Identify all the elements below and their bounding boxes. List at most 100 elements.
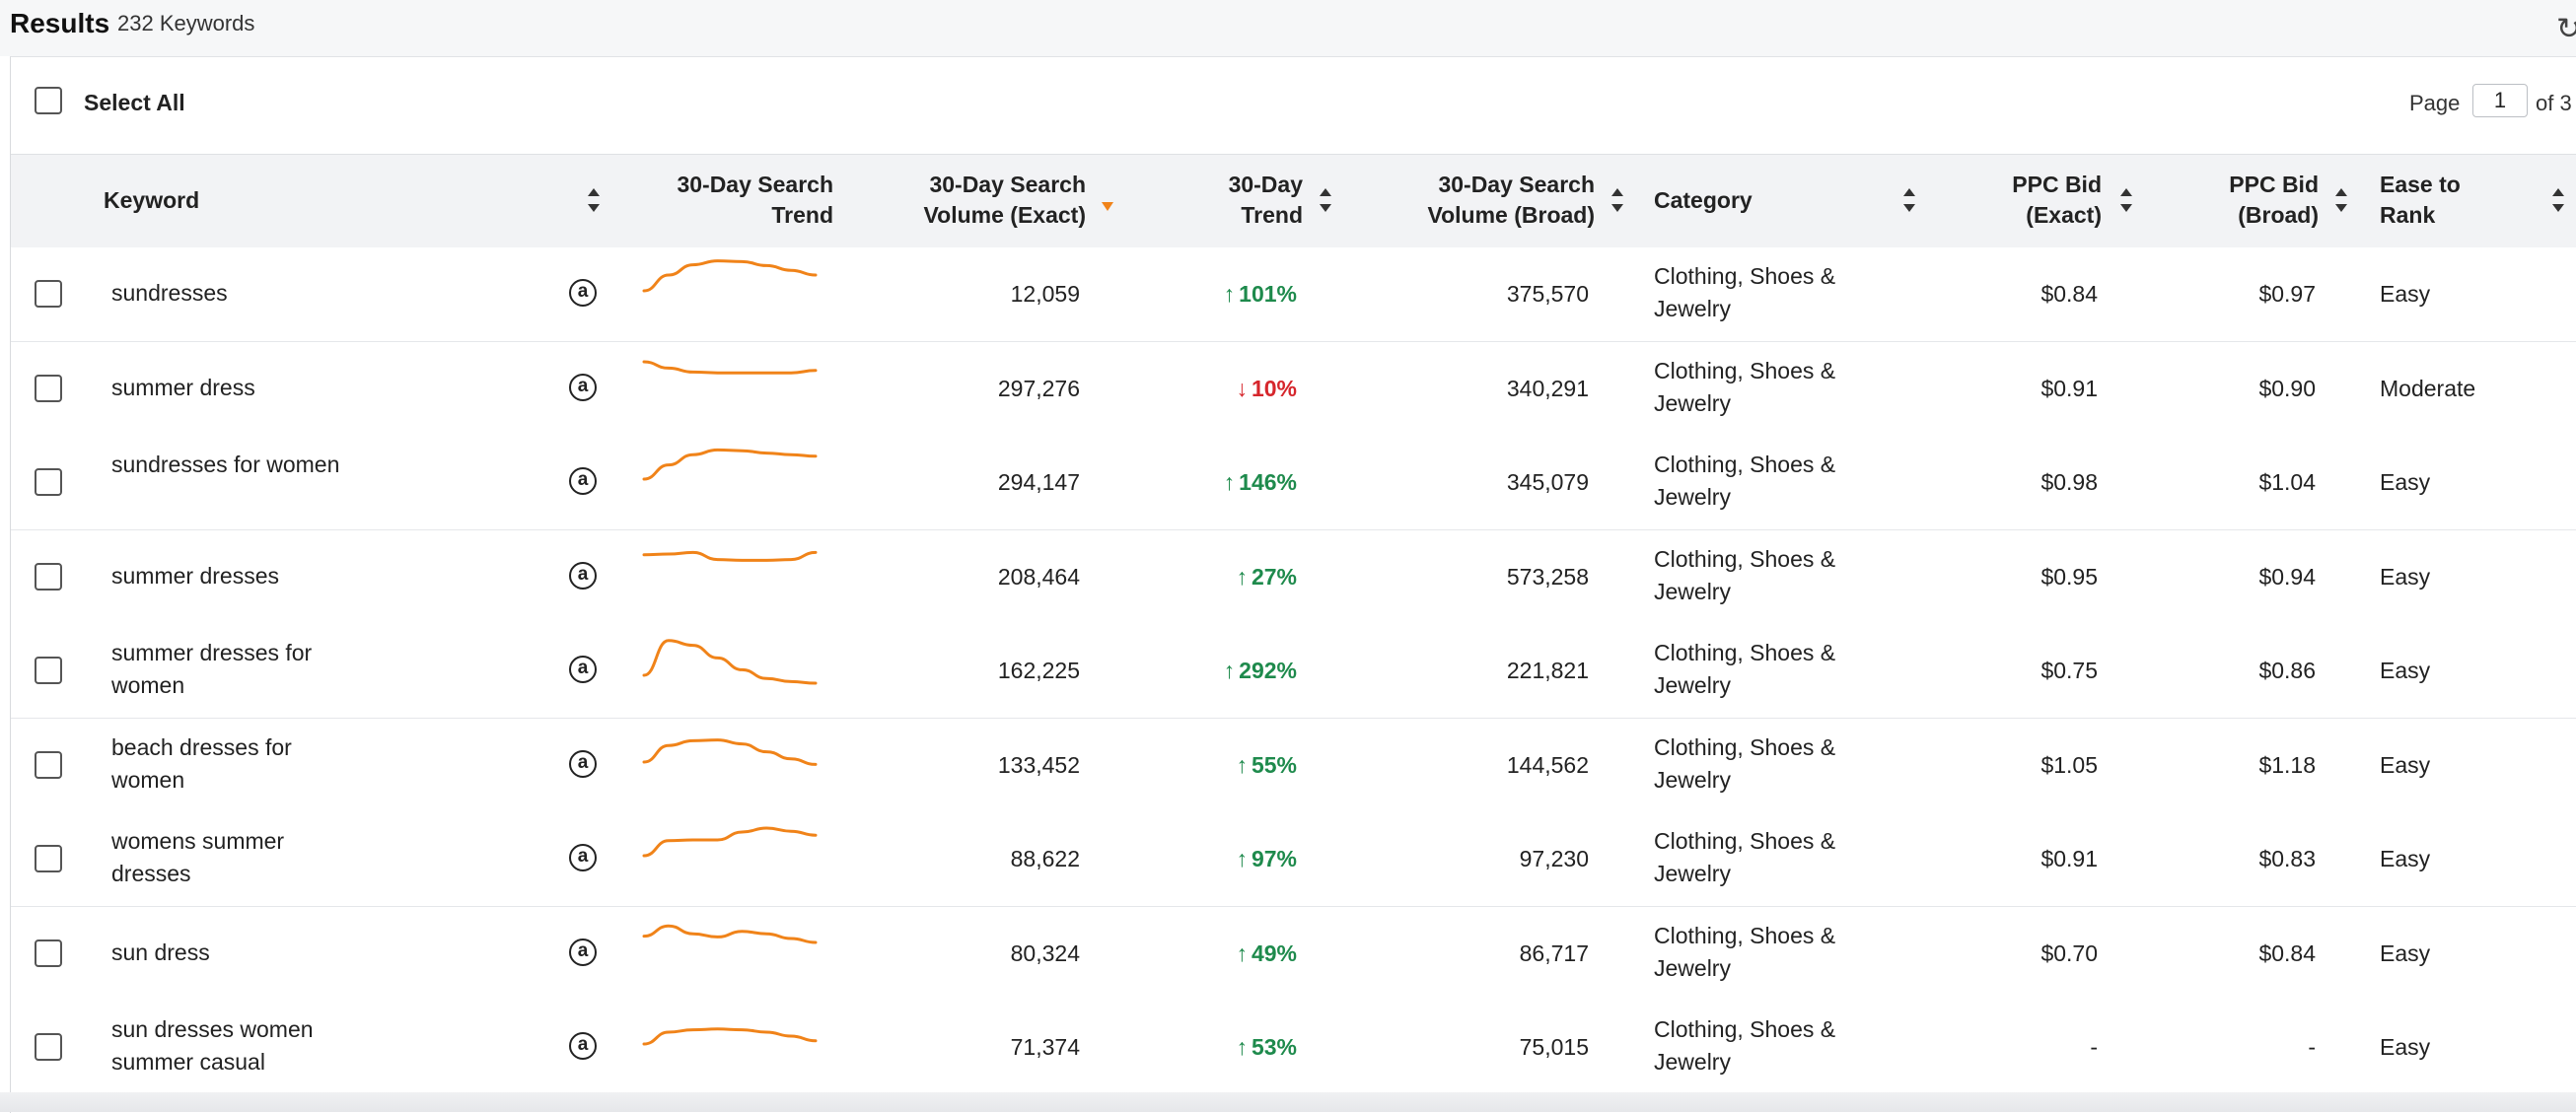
table-row[interactable]: sun dress a 80,324 ↑ 49% 86,717 Clothing,… — [11, 906, 2576, 1002]
keyword-cell: sun dress — [111, 939, 210, 965]
sort-volume-broad-icon[interactable] — [1610, 188, 1624, 214]
volume-exact-cell: 294,147 — [997, 469, 1080, 495]
amazon-icon[interactable]: a — [569, 373, 597, 401]
category-cell: Clothing, Shoes & Jewelry — [1654, 452, 1836, 510]
ppc-broad-cell: $0.97 — [2258, 281, 2316, 307]
column-header-ppc-exact[interactable]: PPC Bid (Exact) — [2012, 172, 2102, 228]
sort-trend-icon[interactable] — [1319, 188, 1332, 214]
search-trend-sparkline — [642, 360, 818, 375]
sort-ppc-broad-icon[interactable] — [2334, 188, 2348, 214]
table-row[interactable]: summer dresses for women a 162,225 ↑ 292%… — [11, 624, 2576, 719]
table-row[interactable]: summer dress a 297,276 ↓ 10% 340,291 Clot… — [11, 341, 2576, 437]
row-checkbox[interactable] — [35, 562, 62, 591]
row-checkbox[interactable] — [35, 1033, 62, 1061]
column-header-trend[interactable]: 30-Day Trend — [1228, 172, 1303, 228]
ppc-exact-cell: $0.70 — [2040, 939, 2098, 966]
ease-cell: Easy — [2380, 1034, 2431, 1060]
amazon-icon[interactable]: a — [569, 749, 597, 778]
arrow-up-icon: ↑ — [1236, 1034, 1248, 1060]
sort-desc-active-icon[interactable] — [1102, 202, 1113, 211]
table-row[interactable]: sundresses a 12,059 ↑ 101% 375,570 Clothi… — [11, 247, 2576, 342]
volume-broad-cell: 573,258 — [1506, 563, 1589, 590]
table-row[interactable]: summer dresses a 208,464 ↑ 27% 573,258 Cl… — [11, 529, 2576, 625]
amazon-icon[interactable]: a — [569, 279, 597, 307]
keyword-cell: sundresses — [111, 280, 228, 306]
row-checkbox[interactable] — [35, 657, 62, 684]
ease-cell: Easy — [2380, 846, 2431, 871]
row-checkbox[interactable] — [35, 939, 62, 967]
select-all-checkbox[interactable] — [35, 87, 62, 114]
category-cell: Clothing, Shoes & Jewelry — [1654, 545, 1836, 604]
column-header-ease[interactable]: Ease to Rank — [2380, 172, 2461, 228]
search-trend-sparkline — [642, 448, 818, 481]
row-checkbox[interactable] — [35, 750, 62, 779]
amazon-icon[interactable]: a — [569, 938, 597, 966]
keyword-cell: sundresses for women — [111, 452, 340, 477]
arrow-up-icon: ↑ — [1236, 751, 1248, 778]
search-trend-sparkline — [642, 639, 818, 685]
sort-keyword-icon[interactable] — [587, 188, 601, 214]
table-row[interactable]: womens summer dresses a 88,622 ↑ 97% 97,2… — [11, 812, 2576, 907]
column-header-volume-exact[interactable]: 30-Day Search Volume (Exact) — [923, 172, 1086, 228]
amazon-icon[interactable]: a — [569, 467, 597, 495]
sort-category-icon[interactable] — [1902, 188, 1916, 214]
row-checkbox[interactable] — [35, 280, 62, 308]
category-cell: Clothing, Shoes & Jewelry — [1654, 733, 1836, 793]
table-row[interactable]: sun dresses women summer casual a 71,374… — [11, 1001, 2576, 1095]
sort-ppc-exact-icon[interactable] — [2119, 188, 2133, 214]
amazon-icon[interactable]: a — [569, 1032, 597, 1060]
table-toolbar: Select All Page of 3 — [11, 57, 2576, 154]
category-cell: Clothing, Shoes & Jewelry — [1654, 357, 1836, 416]
trend-value: 53% — [1251, 1034, 1297, 1060]
volume-exact-cell: 297,276 — [997, 375, 1080, 401]
ppc-broad-cell: $0.86 — [2258, 658, 2316, 683]
row-checkbox[interactable] — [35, 374, 62, 402]
arrow-up-icon: ↑ — [1236, 846, 1248, 871]
volume-broad-cell: 86,717 — [1519, 939, 1589, 966]
amazon-icon[interactable]: a — [569, 656, 597, 683]
search-trend-sparkline — [642, 737, 818, 766]
ease-cell: Easy — [2380, 281, 2431, 307]
table-header: Keyword 30-Day Search Trend 30-Day Searc… — [11, 154, 2576, 248]
volume-broad-cell: 221,821 — [1506, 658, 1589, 683]
volume-exact-cell: 88,622 — [1010, 846, 1080, 871]
trend-cell: ↓ 10% — [1145, 373, 1297, 405]
ppc-exact-cell: $0.91 — [2040, 846, 2098, 871]
ppc-exact-cell: $0.98 — [2040, 469, 2098, 495]
refresh-icon[interactable]: ↻ — [2556, 13, 2576, 45]
volume-broad-cell: 75,015 — [1519, 1034, 1589, 1060]
column-header-keyword[interactable]: Keyword — [104, 187, 200, 213]
trend-value: 10% — [1251, 375, 1297, 401]
sort-ease-icon[interactable] — [2551, 188, 2565, 214]
column-header-ppc-broad[interactable]: PPC Bid (Broad) — [2229, 172, 2319, 228]
ease-cell: Easy — [2380, 658, 2431, 683]
volume-exact-cell: 80,324 — [1010, 939, 1080, 966]
volume-exact-cell: 208,464 — [997, 563, 1080, 590]
column-header-category[interactable]: Category — [1654, 187, 1753, 213]
search-trend-sparkline — [642, 259, 818, 293]
trend-value: 292% — [1239, 658, 1297, 683]
results-title: Results — [10, 8, 110, 38]
ppc-exact-cell: $1.05 — [2040, 751, 2098, 778]
horizontal-scrollbar[interactable] — [0, 1092, 2576, 1112]
volume-broad-cell: 340,291 — [1506, 375, 1589, 401]
volume-broad-cell: 97,230 — [1519, 846, 1589, 871]
row-checkbox[interactable] — [35, 468, 62, 496]
trend-value: 97% — [1251, 846, 1297, 871]
ease-cell: Easy — [2380, 751, 2431, 778]
table-row[interactable]: beach dresses for women a 133,452 ↑ 55% 1… — [11, 718, 2576, 813]
arrow-up-icon: ↑ — [1223, 658, 1236, 683]
ppc-broad-cell: $0.94 — [2258, 563, 2316, 590]
ppc-broad-cell: $1.04 — [2258, 469, 2316, 495]
table-row[interactable]: sundresses for women a 294,147 ↑ 146% 345… — [11, 436, 2576, 530]
volume-broad-cell: 345,079 — [1506, 469, 1589, 495]
row-checkbox[interactable] — [35, 845, 62, 872]
select-all-label[interactable]: Select All — [84, 90, 185, 115]
amazon-icon[interactable]: a — [569, 561, 597, 590]
column-header-volume-broad[interactable]: 30-Day Search Volume (Broad) — [1427, 172, 1595, 228]
amazon-icon[interactable]: a — [569, 844, 597, 871]
keyword-cell: beach dresses for women — [111, 733, 292, 793]
search-trend-sparkline — [642, 1027, 818, 1046]
page-number-input[interactable] — [2472, 84, 2528, 117]
search-trend-sparkline — [642, 924, 818, 943]
